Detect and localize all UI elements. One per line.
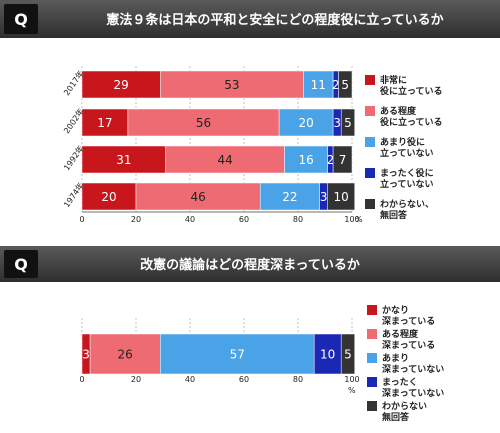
data-label: 29 [114, 78, 129, 92]
legend-swatch [365, 199, 375, 209]
data-label: 10 [320, 348, 335, 362]
panel-1-header: Q 憲法９条は日本の平和と安全にどの程度役に立っているか [0, 0, 500, 38]
data-label: 53 [224, 78, 239, 92]
legend-swatch [367, 329, 377, 339]
bar-segment [160, 333, 315, 375]
legend-label: かなり深まっている [382, 305, 435, 327]
x-unit-label: % [348, 386, 356, 395]
bar-segment [165, 145, 285, 174]
x-tick-label: 100 [344, 215, 359, 224]
legend-swatch [367, 305, 377, 315]
data-label: 10 [334, 190, 349, 204]
data-label: 57 [230, 348, 245, 362]
data-label: 11 [311, 78, 326, 92]
legend-label: ある程度深まっている [382, 328, 435, 351]
panel-1-x-ticks: 0 20 40 60 80 100% [79, 215, 363, 224]
legend-swatch [367, 401, 377, 411]
legend-swatch [365, 75, 375, 85]
data-label: 20 [101, 190, 116, 204]
bar-segment [81, 145, 166, 174]
bar-segment [259, 182, 320, 211]
bar-segment [313, 333, 342, 375]
bar-segment [284, 145, 328, 174]
legend-label: まったく役に立っていない [380, 167, 434, 190]
data-label: 2 [327, 153, 335, 167]
data-label: 5 [344, 116, 352, 130]
legend-swatch [365, 137, 375, 147]
legend-label: あまり役に立っていない [380, 136, 434, 159]
legend-swatch [365, 106, 375, 116]
bar-segment [160, 70, 304, 99]
bar-segment [89, 333, 161, 375]
data-label: 7 [339, 153, 347, 167]
data-label: 20 [298, 116, 313, 130]
legend-label: 非常に役に立っている [379, 74, 443, 97]
data-label: 16 [298, 153, 313, 167]
bar-segment [338, 70, 353, 99]
x-tick-label: 0 [79, 215, 84, 224]
x-tick-label: 80 [293, 375, 303, 384]
data-label: 3 [333, 116, 341, 130]
bar-segment [340, 333, 355, 375]
bar-segment [278, 108, 334, 137]
data-label: 3 [320, 190, 328, 204]
panel-1-title: 憲法９条は日本の平和と安全にどの程度役に立っているか [105, 12, 443, 28]
bar-segment [332, 145, 353, 174]
data-label: 2 [332, 78, 340, 92]
x-tick-label: 20 [131, 215, 141, 224]
data-label: 22 [282, 190, 297, 204]
x-unit-label: % [355, 215, 363, 224]
data-label: 5 [341, 78, 349, 92]
bar-segment [340, 108, 355, 137]
data-label: 3 [82, 348, 90, 362]
legend-label: まったく深まっていない [382, 377, 444, 399]
data-label: 56 [196, 116, 211, 130]
x-tick-label: 20 [131, 375, 141, 384]
x-tick-label: 40 [185, 215, 195, 224]
x-tick-label: 40 [185, 375, 195, 384]
panel-2-q-label: Q [14, 255, 28, 274]
bar-segment [327, 182, 355, 211]
legend-label: あまり深まっていない [382, 353, 444, 375]
x-tick-label: 0 [79, 375, 84, 384]
panel-2-title: 改憲の議論はどの程度深まっているか [140, 257, 360, 273]
bar-segment [81, 70, 161, 99]
x-tick-label: 60 [239, 375, 249, 384]
data-label: 46 [190, 190, 205, 204]
legend-swatch [367, 353, 377, 363]
x-tick-label: 100 [344, 375, 359, 384]
bar-segment [303, 70, 334, 99]
panel-2-header: Q 改憲の議論はどの程度深まっているか [0, 246, 500, 282]
panel-2-legend: かなり深まっているある程度深まっているあまり深まっていないまったく深まっていない… [367, 305, 444, 423]
data-label: 31 [116, 153, 131, 167]
panel-2-bars: 3 26 57 10 5 [81, 333, 355, 375]
data-label: 5 [344, 348, 352, 362]
legend-swatch [367, 377, 377, 387]
data-label: 26 [118, 348, 133, 362]
panel-1-bars: 29 53 11 2 517 56 20 3 531 44 16 2 720 46 22 3 10 [81, 70, 355, 211]
bar-segment [135, 182, 261, 211]
legend-label: わからない、無回答 [380, 199, 434, 221]
bar-segment [81, 108, 129, 137]
panel-1-q-label: Q [14, 10, 28, 29]
panel-1-legend: 非常に役に立っているある程度役に立っているあまり役に立っていないまったく役に立っ… [365, 74, 443, 221]
legend-label: ある程度役に立っている [379, 105, 443, 128]
data-label: 44 [217, 153, 232, 167]
x-tick-label: 60 [239, 215, 249, 224]
bar-segment [81, 182, 137, 211]
legend-swatch [365, 168, 375, 178]
panel-2-x-ticks: 0 20 40 60 80 100% [79, 375, 359, 395]
bar-segment [127, 108, 280, 137]
x-tick-label: 80 [293, 215, 303, 224]
data-label: 17 [97, 116, 112, 130]
legend-label: わからない無回答 [382, 401, 427, 423]
